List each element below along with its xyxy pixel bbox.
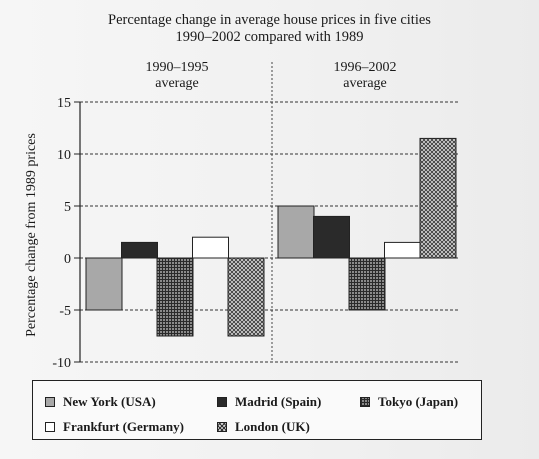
legend-item-tokyo: Tokyo (Japan): [360, 394, 458, 410]
bar-london-1996-2002: [419, 137, 457, 259]
legend-item-frankfurt: Frankfurt (Germany): [45, 419, 184, 435]
period-label-line: average: [155, 76, 199, 91]
period-label-line: 1990–1995: [145, 60, 209, 75]
bar-ny-1990-1995: [85, 257, 123, 311]
chart-title: Percentage change in average house price…: [108, 12, 431, 28]
legend-label: Frankfurt (Germany): [63, 419, 184, 434]
legend-label: Madrid (Spain): [235, 394, 322, 409]
bar-tokyo-1996-2002: [348, 257, 386, 311]
y-axis: 15 10 5 0 -5 -10: [52, 96, 81, 371]
period-label-1996-2002: 1996–2002 average: [300, 60, 430, 92]
chart-title-block: Percentage change in average house price…: [0, 12, 539, 46]
legend-swatch-london: [217, 422, 227, 432]
period-label-line: 1996–2002: [333, 60, 397, 75]
chart-subtitle: 1990–2002 compared with 1989: [175, 29, 364, 45]
y-tick-label: -5: [59, 304, 71, 319]
y-tick-label: -10: [52, 356, 71, 371]
legend-swatch-frankfurt: [45, 422, 55, 432]
legend: New York (USA) Madrid (Spain) Tokyo (Jap…: [32, 380, 482, 440]
legend-swatch-madrid: [217, 397, 227, 407]
legend-item-new-york: New York (USA): [45, 394, 156, 410]
bar-frankfurt-1990-1995: [192, 236, 229, 259]
period-label-1990-1995: 1990–1995 average: [112, 60, 242, 92]
y-tick-label: 5: [64, 200, 71, 215]
legend-label: London (UK): [235, 419, 310, 434]
grid-lines: [80, 62, 460, 363]
bar-madrid-1996-2002: [313, 215, 350, 259]
bar-london-1990-1995: [227, 257, 265, 337]
bars: [85, 137, 457, 337]
bar-frankfurt-1996-2002: [384, 241, 421, 259]
legend-item-madrid: Madrid (Spain): [217, 394, 321, 410]
bar-ny-1996-2002: [277, 205, 315, 259]
y-tick-label: 15: [57, 96, 71, 111]
legend-label: New York (USA): [63, 394, 156, 409]
legend-item-london: London (UK): [217, 419, 310, 435]
bar-tokyo-1990-1995: [156, 257, 194, 337]
y-tick-label: 10: [57, 148, 71, 163]
period-label-line: average: [343, 76, 387, 91]
bar-madrid-1990-1995: [121, 241, 158, 259]
legend-swatch-tokyo: [360, 397, 370, 407]
y-tick-label: 0: [64, 252, 71, 267]
legend-label: Tokyo (Japan): [378, 394, 459, 409]
legend-swatch-new-york: [45, 397, 55, 407]
